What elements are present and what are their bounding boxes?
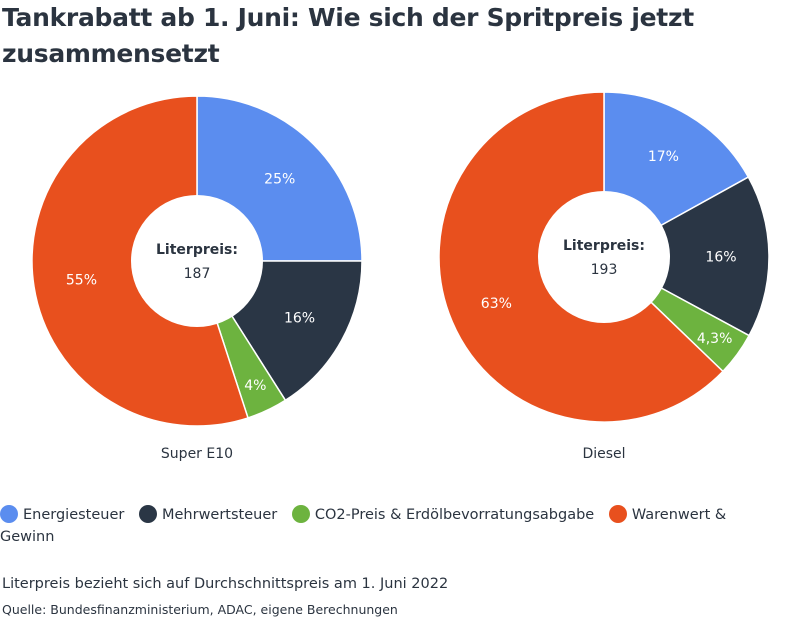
slice-label: 16% — [705, 249, 736, 265]
slice-label: 4% — [244, 378, 266, 394]
slice-label: 17% — [648, 149, 679, 165]
source-note: Quelle: Bundesfinanzministerium, ADAC, e… — [2, 602, 398, 617]
legend-item-warenwert: Warenwert & Gewinn — [0, 505, 727, 545]
slice-label: 16% — [284, 310, 315, 326]
slice-label: 25% — [264, 171, 295, 187]
center-title: Literpreis: — [156, 242, 238, 258]
center-value: 193 — [591, 262, 618, 278]
legend-item-mehrwertsteuer: Mehrwertsteuer — [138, 505, 278, 523]
slice-label: 55% — [66, 272, 97, 288]
legend-swatch — [138, 505, 157, 523]
slice-label: 4,3% — [697, 331, 733, 347]
legend-label: Mehrwertsteuer — [161, 507, 278, 523]
chart-title: Tankrabatt ab 1. Juni: Wie sich der Spri… — [2, 3, 694, 68]
chart-caption: Super E10 — [161, 446, 233, 462]
legend: Energiesteuer Mehrwertsteuer CO2-Preis &… — [0, 504, 790, 548]
chart-caption: Diesel — [582, 446, 625, 462]
donut-1: 17% 16% 4,3% 63% Literpreis: 193 Diesel — [438, 91, 770, 462]
donut-charts: 25% 16% 4% 55% Literpreis: 187 Super E10 17% 16%… — [31, 91, 770, 462]
donut-hole — [131, 195, 263, 327]
donut-hole — [538, 191, 670, 323]
footnote: Literpreis bezieht sich auf Durchschnitt… — [2, 576, 449, 592]
legend-label: CO2-Preis & Erdölbevorratungsabgabe — [314, 507, 595, 523]
center-value: 187 — [184, 266, 211, 282]
legend-swatch — [0, 505, 18, 523]
legend-item-energiesteuer: Energiesteuer — [0, 505, 125, 523]
center-title: Literpreis: — [563, 238, 645, 254]
legend-item-co2-preis: CO2-Preis & Erdölbevorratungsabgabe — [291, 505, 595, 523]
donut-0: 25% 16% 4% 55% Literpreis: 187 Super E10 — [31, 95, 363, 462]
legend-label: Warenwert & Gewinn — [0, 507, 727, 545]
pie-slice — [602, 176, 770, 337]
slice-label: 63% — [481, 296, 512, 312]
legend-swatch — [291, 505, 310, 523]
legend-swatch — [608, 505, 627, 523]
legend-label: Energiesteuer — [23, 507, 125, 523]
